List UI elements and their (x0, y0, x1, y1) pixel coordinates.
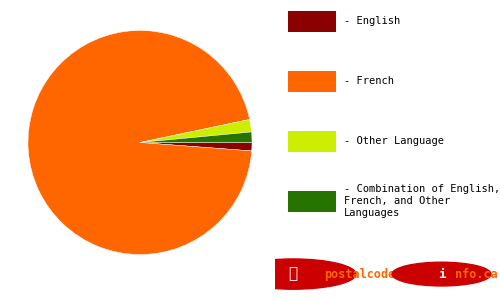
Text: - French: - French (344, 76, 394, 86)
Circle shape (230, 259, 356, 289)
Text: i: i (438, 268, 446, 281)
Text: postalcode: postalcode (324, 268, 396, 281)
Text: 🍁: 🍁 (288, 267, 298, 282)
Wedge shape (140, 132, 252, 142)
Text: nfo.ca: nfo.ca (455, 268, 498, 281)
Wedge shape (28, 31, 252, 254)
Text: - English: - English (344, 16, 400, 26)
Text: - Combination of English,
French, and Other
Languages: - Combination of English, French, and Ot… (344, 184, 500, 218)
Text: - Other Language: - Other Language (344, 136, 444, 146)
Wedge shape (140, 142, 252, 151)
Circle shape (392, 262, 491, 286)
Wedge shape (140, 119, 252, 142)
